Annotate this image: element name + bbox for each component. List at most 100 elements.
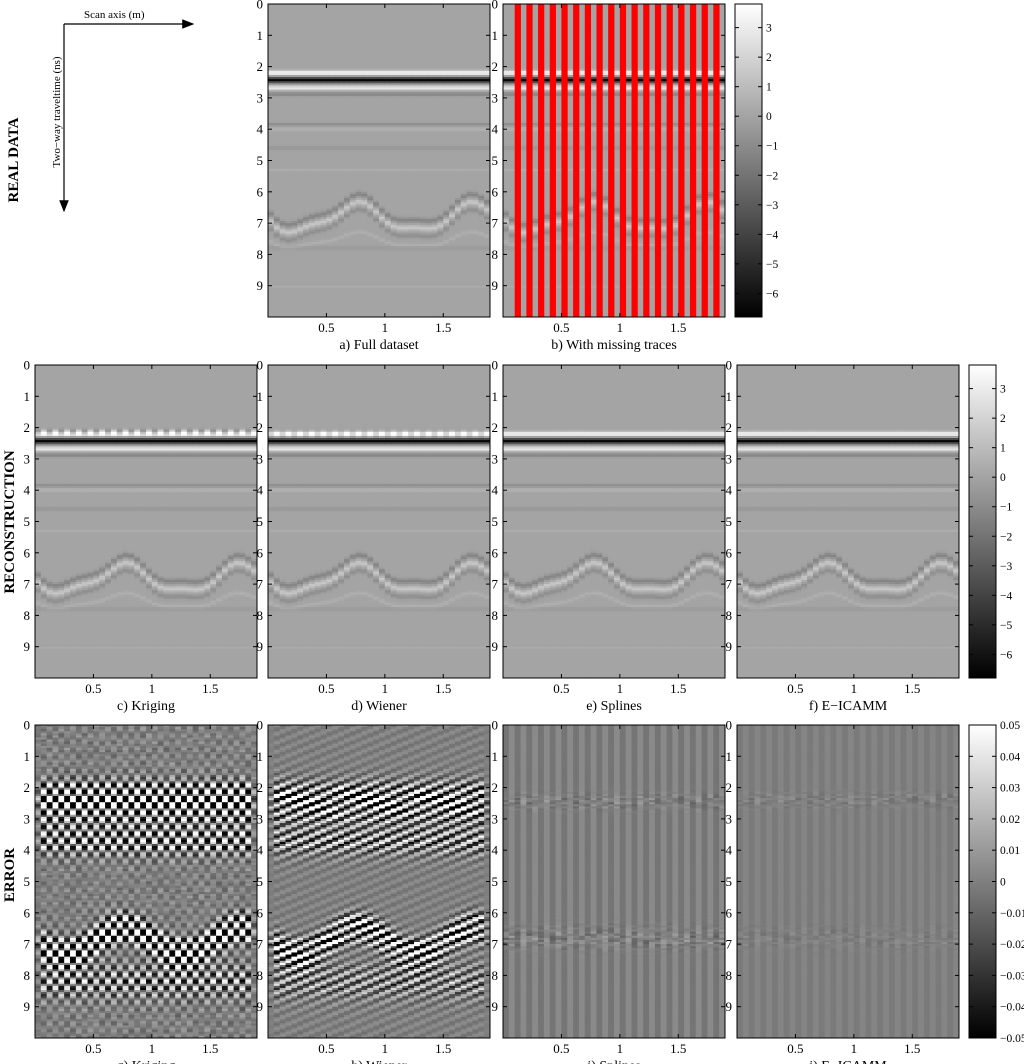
heatmap-cell <box>314 160 322 164</box>
heatmap-cell <box>343 4 351 7</box>
heatmap-cell <box>320 218 328 222</box>
heatmap-cell <box>367 241 374 245</box>
heatmap-cell <box>297 179 304 182</box>
heatmap-cell <box>332 277 339 281</box>
heatmap-cell <box>297 195 304 199</box>
heatmap-cell <box>408 237 415 241</box>
heatmap-cell <box>390 129 398 132</box>
heatmap-cell <box>291 54 298 57</box>
heatmap-cell <box>279 287 287 291</box>
heatmap-cell <box>443 12 450 16</box>
heatmap-cell <box>361 302 368 306</box>
heatmap-cell <box>273 129 281 132</box>
heatmap-cell <box>367 6 374 9</box>
heatmap-cell <box>361 191 368 195</box>
heatmap-cell <box>332 49 339 53</box>
heatmap-cell <box>326 62 333 66</box>
heatmap-cell <box>361 60 368 64</box>
heatmap-cell <box>291 173 298 176</box>
heatmap-cell <box>285 70 292 74</box>
heatmap-cell <box>320 239 328 243</box>
heatmap-cell <box>384 298 392 301</box>
heatmap-cell <box>291 300 298 303</box>
heatmap-cell <box>367 248 374 251</box>
heatmap-cell <box>303 6 310 9</box>
heatmap-cell <box>326 45 333 49</box>
heatmap-cell <box>273 93 281 97</box>
heatmap-cell <box>443 147 450 151</box>
heatmap-cell <box>355 64 363 68</box>
heatmap-cell <box>291 304 298 308</box>
heatmap-cell <box>332 18 339 22</box>
heatmap-cell <box>419 173 427 176</box>
heatmap-cell <box>285 51 292 55</box>
heatmap-cell <box>355 150 363 153</box>
heatmap-cell <box>402 221 409 224</box>
heatmap-cell <box>443 273 450 276</box>
heatmap-cell <box>355 231 363 235</box>
heatmap-cell <box>355 16 363 20</box>
heatmap-cell <box>308 306 316 310</box>
heatmap-cell <box>443 252 450 255</box>
heatmap-cell <box>437 145 444 149</box>
heatmap-cell <box>414 221 421 224</box>
heatmap-cell <box>349 237 357 241</box>
heatmap-cell <box>320 110 328 114</box>
heatmap-cell <box>326 166 333 170</box>
heatmap-cell <box>361 77 368 80</box>
heatmap-cell <box>332 147 339 151</box>
heatmap-cell <box>303 218 310 222</box>
heatmap-cell <box>314 291 322 295</box>
heatmap-cell <box>460 20 468 24</box>
heatmap-cell <box>379 193 386 197</box>
heatmap-cell <box>419 204 427 208</box>
heatmap-cell <box>425 158 433 162</box>
heatmap-cell <box>402 281 409 285</box>
heatmap-cell <box>303 200 310 203</box>
heatmap-cell <box>361 264 368 268</box>
heatmap-cell <box>268 229 275 233</box>
heatmap-cell <box>343 306 351 310</box>
heatmap-cell <box>414 264 421 268</box>
heatmap-cell <box>285 243 292 247</box>
heatmap-cell <box>297 20 304 24</box>
heatmap-cell <box>279 16 287 20</box>
heatmap-cell <box>367 287 374 291</box>
heatmap-cell <box>384 72 392 76</box>
heatmap-cell <box>449 68 456 72</box>
heatmap-cell <box>303 18 310 22</box>
heatmap-cell <box>454 8 462 11</box>
heatmap-cell <box>268 191 275 195</box>
heatmap-cell <box>338 74 345 78</box>
heatmap-cell <box>285 41 292 45</box>
heatmap-cell <box>431 216 439 220</box>
heatmap-cell <box>425 256 433 260</box>
heatmap-cell <box>349 218 357 222</box>
heatmap-cell <box>297 198 304 201</box>
heatmap-cell <box>273 294 281 297</box>
heatmap-cell <box>367 164 374 168</box>
heatmap-cell <box>308 26 316 30</box>
heatmap-cell <box>454 125 462 128</box>
heatmap-cell <box>314 191 322 195</box>
heatmap-cell <box>460 68 468 72</box>
heatmap-cell <box>402 106 409 109</box>
heatmap-cell <box>402 160 409 164</box>
heatmap-cell <box>268 95 275 99</box>
heatmap-cell <box>384 296 392 299</box>
heatmap-cell <box>303 296 310 299</box>
heatmap-cell <box>408 195 415 199</box>
heatmap-cell <box>338 49 345 53</box>
heatmap-cell <box>437 95 444 99</box>
heatmap-cell <box>349 10 357 13</box>
heatmap-cell <box>367 177 374 180</box>
heatmap-cell <box>285 31 292 34</box>
heatmap-cell <box>437 97 444 101</box>
heatmap-cell <box>384 200 392 203</box>
heatmap-cell <box>396 191 403 195</box>
heatmap-cell <box>431 170 439 174</box>
heatmap-cell <box>431 49 439 53</box>
heatmap-cell <box>285 112 292 116</box>
heatmap-cell <box>320 158 328 162</box>
heatmap-cell <box>408 250 415 253</box>
